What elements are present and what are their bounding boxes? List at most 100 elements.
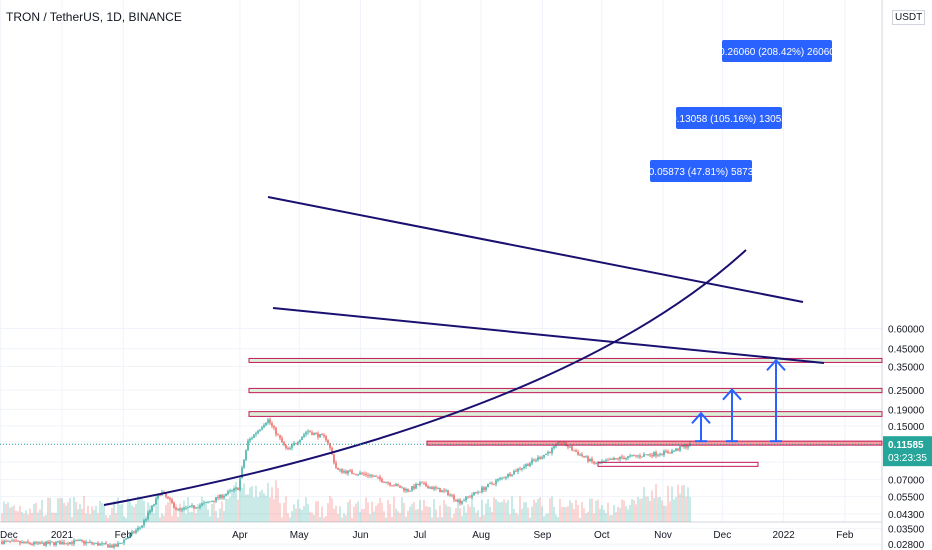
lower-channel-line xyxy=(272,307,825,364)
target-label-box xyxy=(722,40,832,62)
volume-bar xyxy=(609,515,611,522)
candle-body xyxy=(413,486,415,489)
volume-bar xyxy=(615,512,617,522)
candle-body xyxy=(375,476,377,477)
candle-body xyxy=(17,540,19,542)
candle-body xyxy=(257,430,259,434)
volume-bar xyxy=(259,491,261,522)
volume-bar xyxy=(595,500,597,522)
candle-body xyxy=(79,540,81,541)
candle-body xyxy=(127,537,129,539)
volume-bar xyxy=(193,505,195,522)
volume-bar xyxy=(305,497,307,522)
volume-bar xyxy=(417,509,419,522)
volume-bar xyxy=(607,502,609,522)
volume-bar xyxy=(403,502,405,522)
volume-bar xyxy=(435,509,437,522)
candle-body xyxy=(511,474,513,476)
candle-body xyxy=(423,483,425,484)
candle-body xyxy=(205,502,207,503)
volume-bar xyxy=(167,502,169,522)
currency-label[interactable]: USDT xyxy=(892,10,926,25)
target-arrowhead xyxy=(766,358,786,372)
candle-body xyxy=(107,544,109,548)
volume-bar xyxy=(491,512,493,522)
time-tick-label: Apr xyxy=(232,530,248,541)
volume-bar xyxy=(519,496,521,522)
volume-bar xyxy=(659,496,661,522)
volume-bar xyxy=(171,515,173,522)
volume-bar xyxy=(567,506,569,522)
volume-bar xyxy=(643,487,645,522)
volume-bar xyxy=(511,496,513,522)
volume-bar xyxy=(17,511,19,522)
candle-body xyxy=(315,432,317,434)
candle-body xyxy=(679,446,681,451)
candle-body xyxy=(207,501,209,503)
candle-body xyxy=(309,431,311,433)
candle-body xyxy=(313,432,315,435)
volume-bar xyxy=(253,497,255,522)
candle-body xyxy=(279,435,281,439)
volume-bar xyxy=(635,504,637,522)
volume-bar xyxy=(483,515,485,522)
volume-bar xyxy=(617,506,619,522)
volume-bar xyxy=(489,506,491,522)
candle-body xyxy=(621,456,623,458)
volume-bar xyxy=(419,500,421,522)
candle-body xyxy=(141,525,143,528)
candle-body xyxy=(535,460,537,461)
volume-bar xyxy=(525,501,527,522)
volume-bar xyxy=(443,499,445,522)
volume-bar xyxy=(487,499,489,522)
volume-bar xyxy=(303,506,305,522)
candle-body xyxy=(575,450,577,452)
candle-body xyxy=(179,508,181,510)
volume-bar xyxy=(505,502,507,522)
candle-body xyxy=(135,530,137,533)
volume-bar xyxy=(19,505,21,522)
candle-body xyxy=(491,483,493,485)
volume-bar xyxy=(473,506,475,522)
candle-body xyxy=(27,541,29,543)
volume-bar xyxy=(121,503,123,522)
candle-body xyxy=(51,541,53,543)
volume-bar xyxy=(73,497,75,522)
volume-bar xyxy=(599,508,601,522)
candle-body xyxy=(381,479,383,483)
volume-bar xyxy=(197,504,199,522)
candle-body xyxy=(87,541,89,543)
volume-bar xyxy=(387,499,389,522)
volume-bar xyxy=(639,498,641,522)
target-label-box xyxy=(650,160,752,182)
candle-body xyxy=(607,459,609,461)
candle-body xyxy=(335,462,337,468)
volume-bar xyxy=(159,517,161,522)
volume-bar xyxy=(611,515,613,522)
candle-body xyxy=(603,460,605,462)
volume-bar xyxy=(345,515,347,522)
price-tick-label: 0.19000 xyxy=(888,405,925,416)
candle-body xyxy=(185,507,187,509)
volume-bar xyxy=(479,516,481,522)
target-label-text: 0.26060 (208.42%) 26060 xyxy=(719,47,835,58)
candle-body xyxy=(675,448,677,451)
candle-body xyxy=(229,490,231,492)
volume-bar xyxy=(43,516,45,522)
volume-bar xyxy=(397,511,399,522)
candle-body xyxy=(577,451,579,455)
volume-bar xyxy=(661,500,663,522)
volume-bar xyxy=(71,517,73,522)
volume-bar xyxy=(85,513,87,522)
volume-bar xyxy=(329,496,331,522)
time-tick-label: Feb xyxy=(836,530,854,541)
candle-body xyxy=(581,454,583,457)
candle-body xyxy=(529,463,531,466)
volume-bar xyxy=(89,513,91,522)
candle-body xyxy=(195,507,197,509)
candle-body xyxy=(373,476,375,477)
volume-bar xyxy=(315,501,317,522)
current-price-value: 0.11585 xyxy=(888,440,924,451)
candle-body xyxy=(633,455,635,456)
